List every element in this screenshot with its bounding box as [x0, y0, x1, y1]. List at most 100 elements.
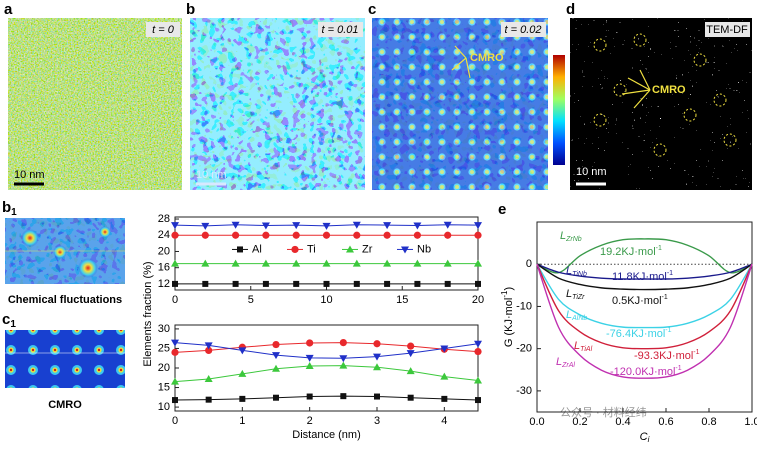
marker: [339, 361, 348, 369]
marker: [414, 280, 421, 287]
series-line: [174, 342, 479, 353]
marker: [262, 280, 269, 287]
marker: [237, 246, 243, 253]
energy-text: 0.5KJ·mol: [612, 295, 662, 307]
marker: [352, 259, 361, 267]
marker: [413, 231, 421, 239]
cmro-label: CMRO: [470, 52, 504, 64]
energy-text: 11.8KJ·mol: [612, 271, 667, 283]
marker: [474, 340, 482, 348]
marker: [171, 339, 179, 347]
scale-bar-label: 10 nm: [196, 169, 227, 181]
time-label: t = 0: [152, 24, 175, 36]
marker: [272, 340, 280, 349]
y-tick-label: 12: [158, 278, 170, 290]
y-tick-label: -20: [516, 343, 532, 355]
cmro-arrows-d: [621, 69, 651, 109]
y-tick-label: 28: [158, 213, 170, 225]
caption: Chemical fluctuations: [8, 294, 122, 306]
panel-letter: b: [2, 199, 11, 216]
series-line: [174, 342, 479, 359]
energy-sup: -1: [693, 349, 699, 356]
x-tick-label: 0.8: [701, 416, 716, 428]
label-main: L: [566, 265, 572, 277]
marker: [474, 231, 482, 239]
label-sub: i: [648, 435, 650, 444]
x-tick-label: 0.0: [529, 416, 544, 428]
marker: [238, 369, 247, 377]
panel-label: b: [186, 1, 195, 18]
marker: [474, 222, 482, 230]
panel-label: d: [566, 1, 575, 18]
x-tick-label: 10: [320, 294, 332, 306]
marker: [339, 355, 348, 363]
marker: [413, 259, 422, 267]
cmro-arrows-c: [451, 45, 471, 79]
marker: [373, 340, 381, 348]
panel-label: a: [4, 1, 13, 18]
marker: [202, 280, 209, 287]
marker: [374, 393, 380, 400]
legend-label: Nb: [417, 243, 431, 255]
x-tick-label: 0.6: [658, 416, 673, 428]
label-main: C: [640, 431, 648, 443]
x-tick-label: 1.0: [744, 416, 757, 428]
marker: [323, 280, 330, 287]
x-tick-label: 15: [396, 294, 408, 306]
legend-label: Ti: [307, 243, 316, 255]
image-c1: [5, 330, 125, 388]
marker: [204, 374, 213, 382]
marker: [474, 259, 482, 267]
marker: [306, 393, 313, 400]
x-tick-label: 3: [374, 415, 380, 427]
energy-label: -76.4KJ·mol-1: [606, 327, 672, 340]
marker: [293, 280, 300, 287]
marker: [172, 397, 178, 404]
y-tick-label: 16: [158, 262, 170, 274]
y-tick-label: 20: [158, 362, 170, 374]
marker: [474, 376, 482, 384]
label-sub: ZrAl: [561, 362, 575, 369]
marker: [373, 363, 381, 371]
marker: [474, 347, 482, 356]
marker: [171, 231, 179, 239]
label-sub: TiAl: [580, 346, 592, 353]
legend-label: Zr: [362, 243, 373, 255]
series-line: [174, 395, 479, 401]
time-label: t = 0.02: [504, 24, 541, 36]
y-tick-label: -30: [516, 385, 532, 397]
marker: [201, 259, 210, 267]
series-line: [536, 263, 753, 280]
colorbar: [553, 55, 565, 165]
image-d: [570, 18, 752, 190]
label-main: L: [574, 340, 580, 352]
y-tick-label: 25: [158, 342, 170, 354]
marker: [373, 353, 381, 361]
marker: [171, 259, 179, 267]
series-label: LTiNb: [566, 265, 587, 278]
marker: [239, 395, 246, 402]
marker: [305, 362, 314, 370]
y-tick-label: 20: [158, 245, 170, 257]
series-label: LTiAl: [574, 340, 593, 353]
energy-sup: -1: [675, 365, 681, 372]
series-label: LZrNb: [560, 230, 582, 243]
tem-label: TEM-DF: [706, 24, 748, 36]
energy-label: 19.2KJ·mol-1: [600, 245, 662, 258]
marker: [475, 280, 481, 287]
marker: [205, 346, 213, 355]
energy-label: -93.3KJ·mol-1: [634, 349, 700, 362]
marker: [346, 245, 354, 253]
image-annotations: a b c d b1 c1 e t = 0 t = 0.01 t = 0.02 …: [2, 1, 750, 419]
marker: [440, 345, 449, 353]
cmro-circles: [593, 33, 737, 157]
y-tick-label: -10: [516, 300, 532, 312]
image-a: [8, 18, 182, 190]
x-tick-label: 4: [441, 415, 447, 427]
scale-bar-label: 10 nm: [576, 166, 607, 178]
marker: [406, 367, 415, 375]
label-sup: -1: [500, 290, 509, 298]
label-text: G (KJ·mol: [503, 298, 515, 348]
series-label: LZrAl: [556, 356, 575, 369]
